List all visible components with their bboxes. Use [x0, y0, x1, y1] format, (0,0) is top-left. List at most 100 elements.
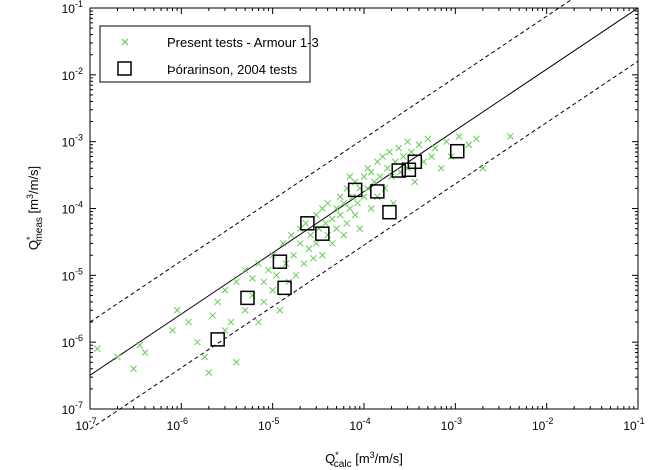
present-test-point	[287, 231, 295, 239]
present-test-point	[322, 219, 329, 227]
present-test-point	[411, 178, 419, 186]
present-test-point	[351, 211, 359, 219]
present-test-point	[479, 164, 487, 172]
present-test-point	[343, 219, 351, 227]
reference-line-perfect-agreement	[89, 7, 639, 376]
present-test-point	[302, 219, 310, 227]
x-tick-label: 10-2	[532, 416, 553, 433]
present-test-point	[415, 141, 423, 149]
present-test-point	[428, 153, 435, 160]
present-test-point	[465, 141, 473, 149]
present-test-point	[260, 298, 268, 306]
present-test-point	[201, 353, 209, 361]
present-test-point	[346, 205, 354, 212]
present-test-point	[300, 260, 308, 267]
y-tick-label: 10-6	[62, 333, 83, 350]
present-test-point	[354, 199, 361, 207]
present-test-point	[319, 251, 326, 259]
legend: Present tests - Armour 1-3 Þórarinson, 2…	[99, 25, 319, 83]
present-test-point	[473, 135, 480, 143]
present-test-point	[373, 158, 381, 166]
present-test-point	[424, 135, 432, 143]
present-test-point	[273, 271, 280, 279]
present-test-point	[185, 318, 192, 326]
x-tick-label: 10-1	[623, 416, 644, 433]
present-test-point	[336, 193, 344, 201]
present-test-point	[305, 245, 313, 253]
y-tick-label: 10-2	[62, 66, 83, 83]
present-test-point	[269, 286, 277, 294]
present-test-point	[241, 306, 249, 314]
x-tick-label: 10-4	[349, 416, 370, 433]
thorarinson-point	[272, 254, 288, 269]
present-test-point	[209, 312, 216, 319]
present-test-point	[395, 144, 403, 152]
present-test-point	[141, 349, 149, 356]
present-test-point	[367, 168, 375, 176]
x-axis-title: Q* calc [m3/m/s]	[325, 450, 403, 470]
legend-square-marker	[117, 61, 132, 76]
x-axis-ticks: 10-7 10-6 10-5 10-4 10-3 10-2 10-1	[75, 8, 645, 433]
present-test-point	[260, 278, 268, 286]
present-test-point	[383, 164, 391, 172]
present-test-point	[437, 164, 445, 172]
present-test-point	[276, 306, 284, 314]
thorarinson-series	[210, 143, 465, 347]
x-tick-label: 10-3	[441, 416, 462, 433]
present-test-point	[506, 133, 514, 140]
present-test-point	[371, 178, 378, 186]
present-test-point	[265, 266, 272, 274]
thorarinson-point	[347, 182, 363, 198]
present-test-point	[381, 185, 389, 192]
present-test-point	[221, 286, 229, 294]
x-tick-label: 10-7	[75, 416, 96, 433]
present-test-point	[173, 306, 181, 314]
present-test-point	[290, 251, 298, 259]
present-test-point	[292, 271, 300, 279]
x-tick-label: 10-5	[258, 416, 279, 433]
present-test-point	[249, 275, 256, 282]
y-axis-title: Q*meas [m3/m/s]	[25, 166, 45, 250]
present-test-point	[328, 215, 336, 223]
present-test-point	[373, 193, 381, 201]
y-tick-label: 10-4	[62, 200, 83, 217]
present-test-point	[443, 138, 450, 146]
legend-box	[99, 25, 311, 83]
legend-label-present-tests: Present tests - Armour 1-3	[167, 35, 319, 50]
present-test-point	[310, 254, 317, 262]
thorarinson-point	[315, 226, 330, 241]
thorarinson-point	[210, 332, 225, 347]
x-tick-label: 10-6	[167, 416, 188, 433]
present-test-point	[93, 345, 101, 352]
present-test-point	[455, 133, 463, 140]
present-test-point	[312, 240, 320, 247]
present-test-point	[404, 138, 411, 146]
present-test-point	[232, 278, 240, 286]
present-test-point	[279, 240, 287, 247]
legend-label-thorarinson: Þórarinson, 2004 tests	[167, 62, 298, 77]
present-test-point	[130, 365, 137, 373]
reference-lines	[89, 0, 639, 430]
present-test-point	[319, 205, 326, 212]
present-test-point	[408, 148, 415, 156]
thorarinson-point	[277, 280, 292, 296]
present-test-point	[241, 266, 249, 274]
present-test-point	[379, 153, 386, 160]
present-test-point	[324, 199, 332, 207]
present-test-point	[169, 327, 176, 334]
thorarinson-point	[240, 290, 255, 306]
present-test-point	[194, 338, 201, 346]
present-test-point	[324, 231, 332, 239]
thorarinson-point	[391, 163, 406, 178]
thorarinson-point	[300, 216, 315, 231]
legend-x-marker	[121, 38, 129, 46]
present-test-point	[333, 225, 340, 232]
present-test-point	[227, 318, 235, 326]
present-test-point	[400, 153, 407, 160]
present-test-point	[431, 144, 439, 152]
present-test-point	[336, 211, 344, 219]
present-test-point	[340, 199, 348, 207]
present-test-point	[136, 341, 144, 349]
present-test-point	[346, 173, 354, 180]
